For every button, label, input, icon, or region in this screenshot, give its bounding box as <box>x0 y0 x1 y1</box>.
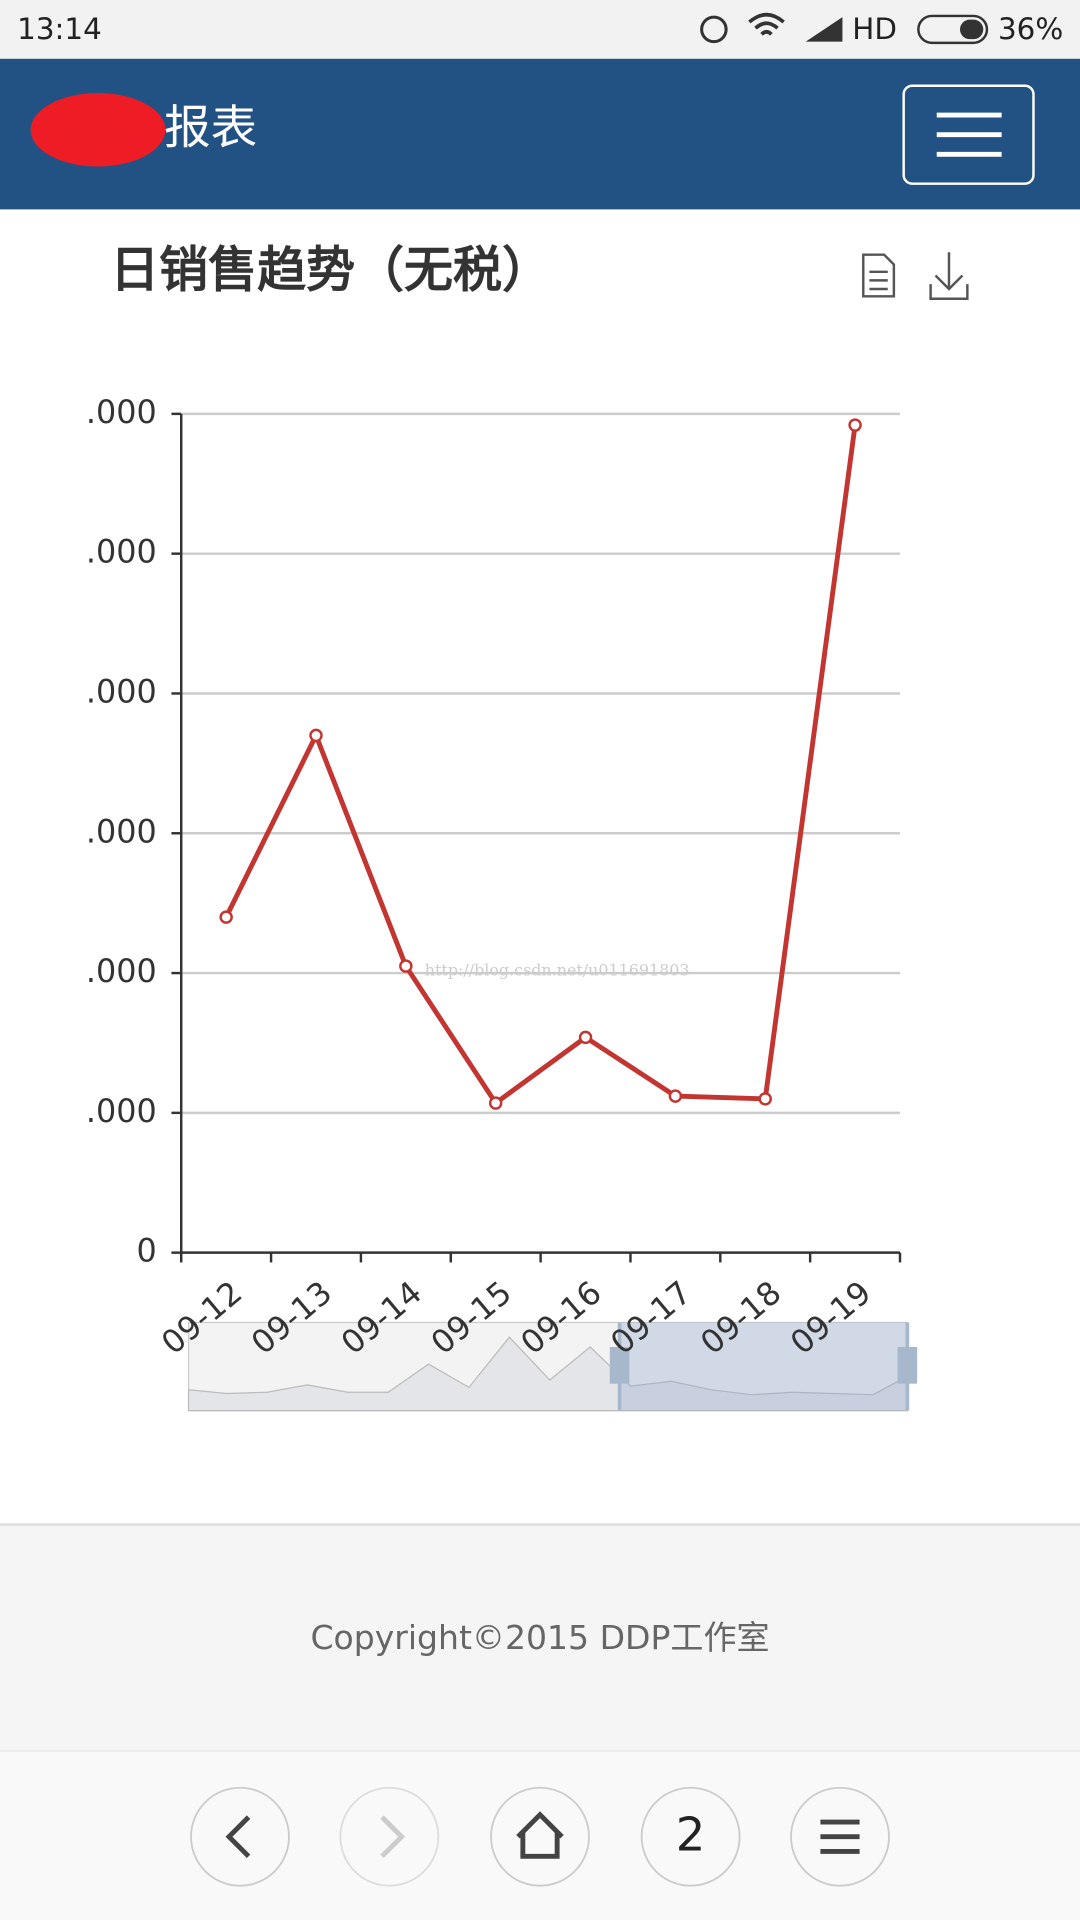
point <box>578 1030 593 1045</box>
point <box>219 910 233 924</box>
footer <box>0 1524 1080 1752</box>
copyright: Copyright©2015 DDP工作室 <box>310 1618 769 1657</box>
back-icon <box>225 1815 251 1859</box>
status-network: HD <box>852 12 897 46</box>
point <box>668 1089 683 1103</box>
data-view-icon[interactable] <box>862 253 896 298</box>
browser-bar <box>0 1751 1080 1920</box>
point <box>399 959 413 973</box>
point <box>488 1096 503 1110</box>
watermark: http://blog.csdn.net/u011691803 <box>425 961 690 980</box>
menu-button[interactable] <box>902 84 1035 185</box>
y-tick-label: .000 <box>86 1092 157 1130</box>
redaction <box>30 93 166 167</box>
tabs-button[interactable] <box>640 1786 741 1887</box>
zoom-handle[interactable] <box>609 1346 630 1384</box>
alarm-icon <box>700 15 728 44</box>
forward-button[interactable] <box>339 1786 440 1887</box>
home-icon <box>516 1811 564 1859</box>
line <box>223 424 858 1106</box>
y-tick-label: .000 <box>86 952 157 990</box>
browser-menu-icon <box>820 1819 860 1854</box>
nav-bar <box>0 58 1080 210</box>
point <box>758 1092 772 1106</box>
wifi-icon <box>748 12 785 36</box>
header-title: 报表 <box>164 101 257 155</box>
menu-icon <box>936 112 1002 157</box>
point <box>848 418 862 432</box>
home-button[interactable] <box>490 1786 590 1887</box>
browser-menu-button[interactable] <box>790 1786 890 1887</box>
point <box>309 728 323 743</box>
plot: http://blog.csdn.net/u011691803 0 .000 .000… <box>86 393 902 1362</box>
y-tick-label: .000 <box>86 812 157 850</box>
y-tick-label: .000 <box>86 393 157 431</box>
back-button[interactable] <box>190 1786 290 1887</box>
status-battery: 36% <box>998 12 1063 46</box>
battery-icon <box>917 14 989 45</box>
chart-title: 日销售趋势（无税） <box>110 242 551 299</box>
forward-icon <box>380 1815 406 1859</box>
y-tick-label: .000 <box>86 672 157 710</box>
zoom-handle[interactable] <box>897 1346 918 1384</box>
status-time: 13:14 <box>17 12 102 46</box>
download-icon[interactable] <box>929 252 969 300</box>
battery-level <box>960 19 984 40</box>
y-tick-label: .000 <box>86 533 157 571</box>
status-bar <box>0 0 1080 59</box>
zoom-selection[interactable] <box>619 1322 908 1411</box>
tab-count: 2 <box>676 1807 706 1861</box>
y-tick-label: 0 <box>136 1232 156 1270</box>
